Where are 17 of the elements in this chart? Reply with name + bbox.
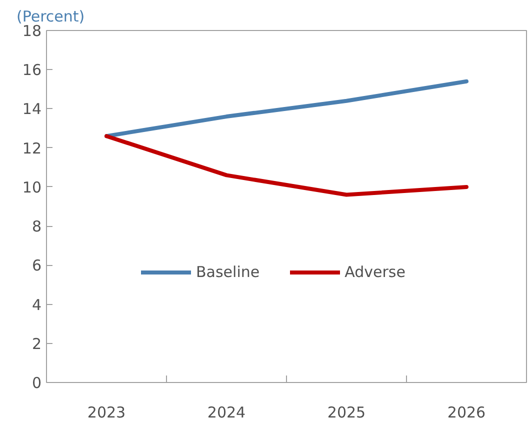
x-tick-label: 2024 [207, 404, 246, 422]
legend-label: Baseline [196, 263, 260, 281]
y-tick-label: 2 [32, 334, 42, 353]
y-tick-label: 0 [32, 374, 42, 392]
y-tick-label: 10 [22, 178, 42, 196]
y-tick-label: 12 [22, 139, 42, 158]
y-tick-label: 6 [32, 256, 42, 275]
legend-label: Adverse [344, 263, 406, 281]
x-tick-label: 2026 [447, 404, 486, 422]
y-tick-label: 8 [32, 218, 42, 236]
y-tick-label: 4 [32, 296, 42, 314]
x-tick-label: 2025 [327, 404, 366, 422]
y-tick-label: 16 [22, 61, 42, 80]
line-series [104, 79, 468, 138]
x-tick-label: 2023 [87, 404, 126, 422]
y-tick-label: 14 [22, 100, 42, 118]
line-series [104, 134, 468, 197]
